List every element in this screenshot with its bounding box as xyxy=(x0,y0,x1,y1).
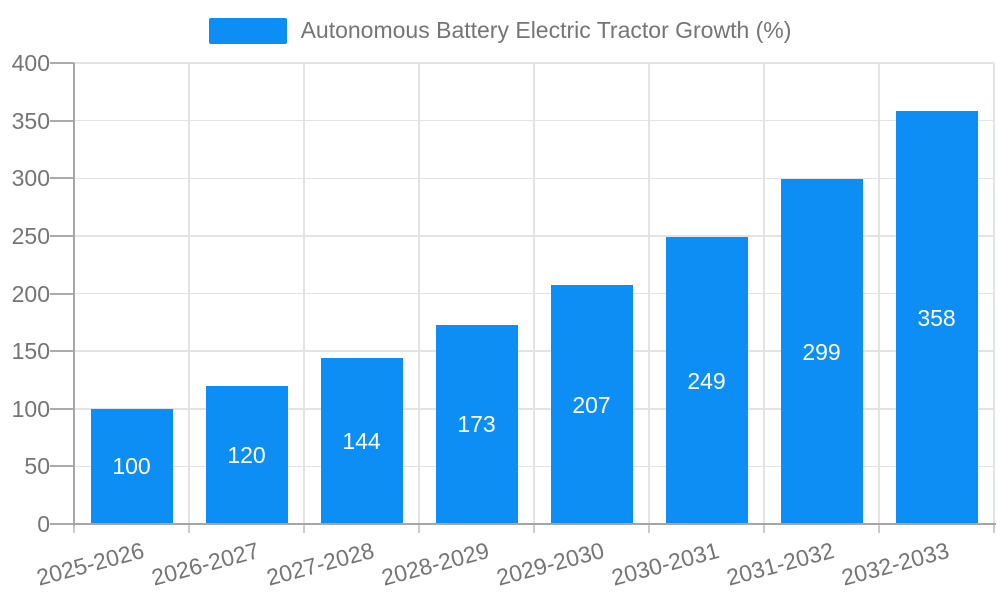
x-tick-label: 2030-2031 xyxy=(608,537,722,591)
bar[interactable] xyxy=(205,385,288,524)
x-axis-tick xyxy=(878,524,880,533)
y-axis-tick xyxy=(50,177,74,180)
bar[interactable] xyxy=(895,111,978,524)
y-tick-label: 300 xyxy=(11,165,50,192)
bar[interactable] xyxy=(550,285,633,524)
x-axis-tick xyxy=(73,524,75,533)
bar-value-label: 207 xyxy=(572,391,611,418)
bar-value-label: 299 xyxy=(802,338,841,365)
y-tick-label: 350 xyxy=(11,107,50,134)
category-gridline xyxy=(648,63,650,524)
bar-value-label: 358 xyxy=(917,304,956,331)
y-axis-tick xyxy=(50,119,74,122)
x-tick-label: 2026-2027 xyxy=(148,537,262,591)
bar[interactable] xyxy=(320,358,403,524)
x-tick-label: 2031-2032 xyxy=(723,537,837,591)
legend-swatch xyxy=(208,17,287,44)
x-axis-tick xyxy=(418,524,420,533)
bar[interactable] xyxy=(780,179,863,524)
y-axis-line xyxy=(72,63,76,526)
category-gridline xyxy=(188,63,190,524)
x-axis-tick xyxy=(763,524,765,533)
y-axis-tick xyxy=(50,523,74,525)
x-axis-tick xyxy=(993,524,995,533)
x-axis-line xyxy=(72,522,996,526)
y-axis-tick xyxy=(50,292,74,295)
bar-value-label: 249 xyxy=(687,367,726,394)
y-tick-label: 150 xyxy=(11,338,50,365)
category-gridline xyxy=(993,63,995,524)
category-gridline xyxy=(533,63,535,524)
y-tick-label: 250 xyxy=(11,222,50,249)
legend-item[interactable]: Autonomous Battery Electric Tractor Grow… xyxy=(0,17,1000,44)
x-tick-label: 2029-2030 xyxy=(493,537,607,591)
y-tick-label: 50 xyxy=(24,453,50,480)
y-axis-tick xyxy=(50,234,74,237)
legend-label: Autonomous Battery Electric Tractor Grow… xyxy=(300,17,792,43)
category-gridline xyxy=(878,63,880,524)
y-tick-label: 400 xyxy=(11,50,50,76)
x-axis-tick xyxy=(303,524,305,533)
x-tick-label: 2028-2029 xyxy=(378,537,492,591)
y-axis-tick xyxy=(50,350,74,353)
y-axis-tick xyxy=(50,465,74,468)
x-axis-tick xyxy=(188,524,190,533)
bar-value-label: 120 xyxy=(227,441,266,468)
bar-value-label: 100 xyxy=(112,453,151,480)
y-tick-label: 200 xyxy=(11,280,50,307)
bar-value-label: 173 xyxy=(457,411,496,438)
x-tick-label: 2025-2026 xyxy=(33,537,147,591)
y-axis-tick xyxy=(50,62,74,64)
y-tick-label: 0 xyxy=(37,511,50,537)
x-axis-tick xyxy=(648,524,650,533)
category-gridline xyxy=(418,63,420,524)
x-tick-label: 2032-2033 xyxy=(838,537,952,591)
y-axis-tick xyxy=(50,407,74,410)
x-axis-tick xyxy=(533,524,535,533)
bar-value-label: 144 xyxy=(342,428,381,455)
category-gridline xyxy=(303,63,305,524)
bar[interactable] xyxy=(435,324,518,524)
x-tick-label: 2027-2028 xyxy=(263,537,377,591)
bar[interactable] xyxy=(665,237,748,524)
category-gridline xyxy=(763,63,765,524)
y-tick-label: 100 xyxy=(11,395,50,422)
bar[interactable] xyxy=(90,408,173,524)
